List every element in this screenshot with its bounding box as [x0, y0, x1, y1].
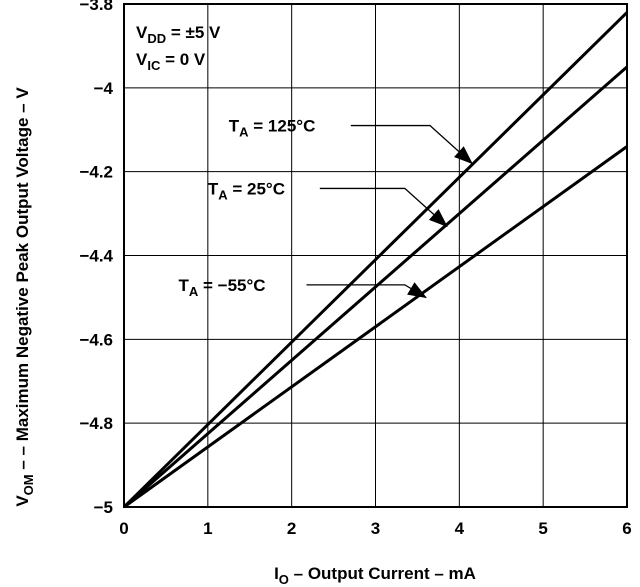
series-label-leader-1: [350, 124, 473, 164]
ticks-layer: 0 1 2 3 4 5 6 −5 −4.8 −4.6 −4.4 −4.2 −4 −3.8: [79, 0, 631, 538]
condition-label: VDD = ±5 V: [136, 23, 221, 46]
annotation-layer: VDD = ±5 V VIC = 0 V TA = 125°C TA = 25°C TA…: [136, 23, 473, 299]
x-tick-label: 5: [538, 519, 547, 538]
series-label-3: TA = −55°C: [178, 276, 265, 299]
y-tick-label: −4: [94, 79, 114, 98]
series-label-arrowhead-1: [454, 146, 473, 165]
x-tick-label: 3: [371, 519, 380, 538]
x-axis-label: IO – Output Current – mA: [274, 564, 476, 587]
condition-label: VIC = 0 V: [136, 50, 206, 73]
y-tick-label: −4.8: [79, 414, 113, 433]
y-tick-label: −4.6: [79, 330, 113, 349]
series-line-3: [123, 145, 628, 509]
y-tick-label: −4.2: [79, 163, 113, 182]
series-label-1: TA = 125°C: [229, 117, 316, 140]
plot-frame: [123, 3, 628, 508]
x-tick-label: 2: [287, 519, 296, 538]
y-tick-label: −3.8: [79, 0, 113, 14]
x-tick-label: 4: [455, 519, 465, 538]
series-line-2: [123, 65, 628, 509]
series-label-2: TA = 25°C: [208, 179, 285, 202]
label-layer: IO – Output Current – mA VOM – – Maximum …: [13, 87, 476, 587]
y-tick-label: −5: [94, 498, 113, 517]
series-layer: [122, 11, 629, 509]
y-tick-label: −4.4: [79, 247, 113, 266]
x-tick-label: 6: [622, 519, 631, 538]
x-tick-label: 0: [119, 519, 128, 538]
series-label-arrowhead-2: [428, 209, 448, 228]
series-line-1: [122, 11, 629, 509]
y-axis-label: VOM – – Maximum Negative Peak Output Vol…: [13, 87, 36, 507]
x-tick-label: 1: [203, 519, 212, 538]
series-label-leader-2: [319, 187, 448, 227]
series-label-arrowhead-3: [407, 282, 428, 299]
